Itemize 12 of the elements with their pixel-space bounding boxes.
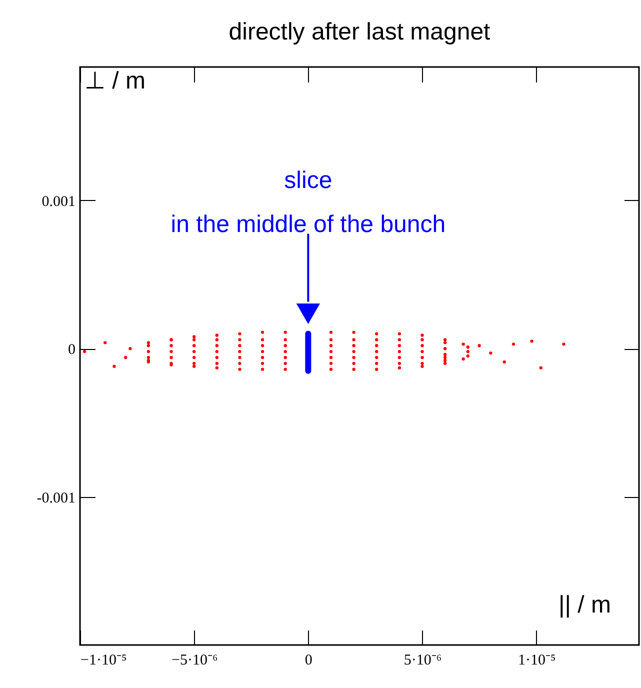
x-tick-label: 5·10⁻⁶ bbox=[404, 652, 442, 668]
annotation: slice in the middle of the bunch bbox=[170, 166, 446, 238]
y-tick-label: 0.001 bbox=[42, 194, 76, 210]
y-axis-title: ⊥ / m bbox=[84, 68, 146, 94]
x-tick-label: −1·10⁻⁵ bbox=[80, 652, 127, 668]
chart-title: directly after last magnet bbox=[228, 18, 491, 46]
y-tick-label: 0 bbox=[68, 342, 76, 358]
x-axis-title: || / m bbox=[558, 592, 611, 618]
x-tick-label: 0 bbox=[304, 652, 312, 668]
x-tick-label: −5·10⁻⁶ bbox=[171, 652, 218, 668]
y-tick-label: -0.001 bbox=[36, 490, 76, 506]
x-tick-label: 1·10⁻⁵ bbox=[518, 652, 556, 668]
